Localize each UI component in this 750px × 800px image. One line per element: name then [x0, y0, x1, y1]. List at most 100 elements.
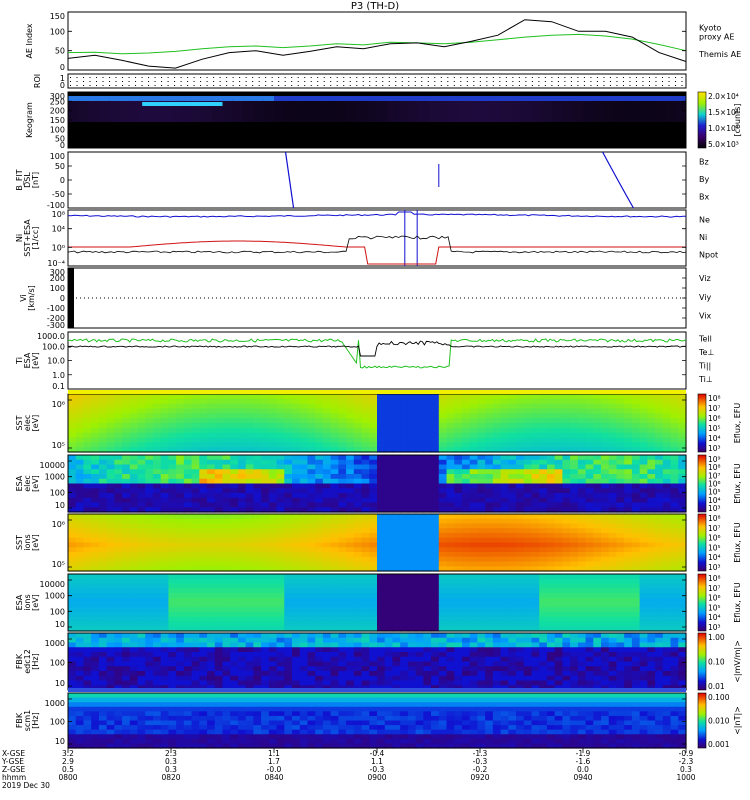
esa-elec-cell	[361, 469, 370, 475]
esa-elec-cell	[438, 478, 448, 485]
esa-ions-cell	[122, 597, 131, 604]
roi-mark	[590, 85, 592, 86]
esa-ions-cell	[338, 626, 347, 632]
esa-elec-cell	[160, 493, 170, 499]
sst-ions-cell	[392, 561, 401, 567]
esa-elec-cell	[122, 507, 131, 513]
sst-ions-cell	[647, 533, 656, 539]
fbk-edc12-cell	[477, 637, 486, 644]
sst-ions-cell	[245, 523, 254, 529]
esa-ions-cell	[276, 588, 285, 594]
esa-elec-cell	[152, 483, 162, 489]
sst-elec-cell	[68, 442, 77, 448]
esa-elec-cell	[276, 483, 285, 489]
sst-elec-cell	[678, 394, 687, 400]
fbk-edc12-cell	[330, 642, 339, 648]
esa-elec-cell	[655, 469, 664, 475]
esa-ions-cell	[431, 574, 440, 580]
sst-elec-cell	[129, 398, 139, 405]
sst-elec-cell	[469, 442, 479, 448]
esa-elec-cell	[655, 502, 664, 508]
esa-ions-cell	[230, 578, 239, 585]
sst-elec-cell	[284, 427, 293, 434]
fbk-edc12-cell	[276, 671, 285, 677]
esa-ions-cell	[222, 621, 231, 627]
keogram-band	[181, 96, 193, 101]
roi-mark	[148, 81, 150, 82]
sst-elec-cell	[454, 423, 463, 429]
sst-ions-cell	[322, 556, 332, 563]
sst-ions-cell	[454, 566, 463, 572]
esa-elec-cell	[407, 483, 417, 489]
esa-elec-cell	[129, 469, 139, 475]
fbk-edc12-cell	[268, 666, 278, 672]
esa-elec-cell	[477, 478, 486, 485]
sst-ions-cell	[407, 518, 417, 525]
esa-ions-cell	[400, 602, 409, 608]
esa-elec-cell	[253, 469, 262, 475]
sst-ions-cell	[75, 523, 85, 529]
esa-elec-cell	[338, 497, 347, 504]
esa-elec-cell	[68, 493, 77, 499]
sst-elec-cell	[75, 427, 85, 434]
esa-ions-cell	[98, 593, 108, 599]
esa-ions-cell	[261, 616, 270, 623]
esa-elec-cell	[237, 474, 247, 480]
esa-elec-cell	[400, 507, 409, 513]
fbk-edc12-cell	[253, 647, 262, 653]
esa-ions-cell	[307, 616, 316, 623]
sst-elec-cell	[152, 408, 162, 414]
sst-ions-cell	[485, 537, 494, 544]
roi-mark	[518, 77, 520, 78]
esa-elec-cell	[253, 474, 262, 480]
esa-elec-cell	[237, 464, 247, 470]
keogram-band	[78, 96, 90, 101]
sst-ions-cell	[168, 561, 177, 567]
sst-ions-cell	[531, 556, 540, 563]
keogram-band	[191, 100, 203, 122]
esa-elec-cell	[655, 497, 664, 504]
roi-mark	[343, 77, 345, 78]
fbk-edc12-cell	[253, 666, 262, 672]
esa-ions-cell	[539, 593, 548, 599]
fbk-edc12-cell	[268, 656, 278, 663]
fbk-edc12-cell	[353, 652, 363, 658]
sst-ions-cell	[624, 547, 633, 553]
esa-elec-cell	[199, 493, 208, 499]
sst-elec-cell	[477, 427, 486, 434]
sst-ions-cell	[377, 518, 386, 525]
sst-elec-cell	[492, 423, 502, 429]
sst-elec-cell	[276, 437, 285, 443]
esa-elec-cell	[214, 483, 224, 489]
sst-elec-cell	[199, 447, 208, 453]
esa-ions-cell	[415, 578, 424, 585]
fbk-edc12-cell	[377, 637, 386, 644]
esa-ions-cell	[454, 602, 463, 608]
keogram-band	[222, 100, 234, 122]
esa-elec-cell	[616, 455, 625, 461]
esa-elec-cell	[570, 455, 579, 461]
sst-elec-cell	[670, 394, 679, 400]
sst-ions-cell	[655, 556, 664, 563]
esa-elec-cell	[361, 459, 370, 466]
esa-elec-cell	[523, 493, 533, 499]
esa-ions-cell	[523, 616, 533, 623]
sst-ions-cell	[392, 566, 401, 572]
sst-ions-cell	[678, 547, 687, 553]
esa-elec-cell	[461, 464, 471, 470]
sst-elec-cell	[608, 413, 618, 419]
esa-elec-cell	[508, 474, 517, 480]
esa-ions-cell	[106, 602, 115, 608]
esa-ions-cell	[129, 612, 139, 618]
esa-elec-cell	[461, 478, 471, 485]
sst-elec-cell	[322, 403, 332, 410]
keogram-band	[655, 96, 666, 101]
sst-elec-cell	[662, 403, 672, 410]
esa-ions-cell	[400, 578, 409, 585]
roi-mark	[460, 77, 462, 78]
esa-elec-cell	[492, 507, 502, 513]
esa-ions-cell	[168, 574, 177, 580]
sst-ions-cell	[647, 537, 656, 544]
roi-mark	[135, 85, 137, 86]
sst-elec-cell	[83, 408, 92, 414]
